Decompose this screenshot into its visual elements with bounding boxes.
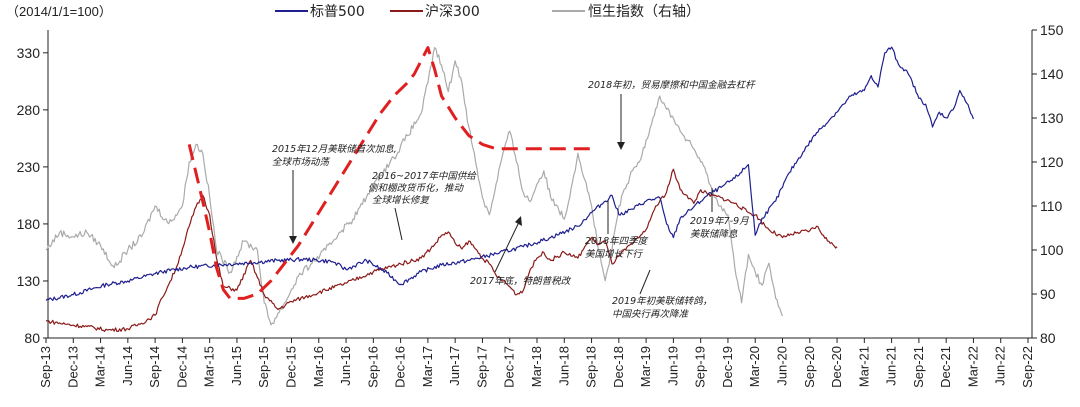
x-tick-label: Dec-16 [393, 346, 408, 388]
right-tick-label: 130 [1040, 110, 1064, 126]
x-tick-label: Sep-15 [256, 346, 271, 388]
x-tick-label: Sep-20 [802, 346, 817, 388]
annotation-2018a-line1: 2018年初，贸易摩擦和中国金融去杠杆 [588, 79, 756, 91]
x-tick-label: Jun-19 [665, 346, 680, 386]
x-tick-label: Sep-16 [365, 346, 380, 388]
left-tick-label: 180 [17, 216, 41, 232]
x-tick-label: Mar-18 [529, 346, 544, 387]
right-tick-label: 150 [1040, 22, 1064, 38]
x-tick-label: Jun-20 [775, 346, 790, 386]
annotation-2018b-line1: 2018年四季度 [585, 235, 649, 247]
right-tick-label: 100 [1040, 242, 1064, 258]
right-tick-label: 140 [1040, 66, 1064, 82]
x-tick-label: Dec-20 [829, 346, 844, 388]
legend: 标普500 沪深300 恒生指数（右轴） [275, 4, 700, 20]
x-tick-label: Dec-13 [65, 346, 80, 388]
annotation-2018a-arrowhead [617, 142, 625, 150]
x-tick-label: Sep-18 [584, 346, 599, 388]
annotation-2016-line3: 全球增长修复 [372, 194, 431, 206]
x-tick-label: Sep-17 [474, 346, 489, 388]
x-tick-label: Mar-14 [93, 346, 108, 387]
annotation-2019a-arrow [639, 269, 651, 295]
series-layer [45, 46, 974, 332]
annotation-2019b-line1: 2019年7-9月 [690, 215, 749, 227]
x-tick-label: Jun-14 [120, 346, 135, 386]
annotation-2018-q4: 2018年四季度 美国增长下行 [585, 200, 649, 260]
annotation-2017-arrow [494, 219, 521, 273]
x-tick-label: Dec-21 [938, 346, 953, 388]
x-tick-label: Jun-16 [338, 346, 353, 386]
series-line-2 [45, 47, 784, 326]
annotation-2016-line2: 侧和棚改货币化，推动 [368, 182, 465, 194]
x-tick-label: Sep-22 [1020, 346, 1035, 388]
legend-label-csi300: 沪深300 [425, 4, 480, 20]
x-tick-label: Jun-17 [447, 346, 462, 386]
x-tick-label: Dec-14 [174, 346, 189, 388]
annotations: 2015年12月美联储首次加息, 全球市场动荡 2016~2017年中国供给 侧… [272, 79, 756, 320]
right-tick-label: 80 [1040, 330, 1056, 346]
left-tick-label: 280 [17, 102, 41, 118]
trend-layer [187, 46, 592, 300]
annotation-2019-fed-dovish: 2019年初美联储转鸽， 中国央行再次降准 [612, 269, 712, 320]
x-tick-label: Jun-22 [993, 346, 1008, 386]
series-line-1 [45, 168, 838, 332]
legend-label-hsi: 恒生指数（右轴） [588, 4, 700, 20]
x-tick-label: Jun-18 [556, 346, 571, 386]
x-tick-label: Mar-22 [965, 346, 980, 387]
left-tick-label: 80 [24, 330, 40, 346]
annotation-2019-fed-cut: 2019年7-9月 美联储降息 [690, 188, 749, 240]
x-tick-label: Mar-16 [311, 346, 326, 387]
x-tick-label: Dec-18 [611, 346, 626, 388]
right-tick-label: 110 [1040, 198, 1063, 214]
x-tick-label: Sep-19 [693, 346, 708, 388]
right-tick-label: 120 [1040, 154, 1064, 170]
x-tick-label: Mar-20 [747, 346, 762, 387]
chart-note: （2014/1/1=100） [6, 4, 112, 19]
annotation-2015-rate-hike: 2015年12月美联储首次加息, 全球市场动荡 [272, 143, 397, 244]
x-tick-label: Sep-13 [38, 346, 53, 388]
annotation-2017-tax-reform: 2017年底，特朗普税改 [470, 216, 572, 287]
annotation-2019a-line2: 中国央行再次降准 [612, 309, 690, 320]
annotation-2019b-line2: 美联储降息 [690, 228, 738, 240]
annotation-2019a-line1: 2019年初美联储转鸽， [612, 295, 712, 307]
annotation-2015-line1: 2015年12月美联储首次加息, [272, 143, 397, 155]
x-tick-label: Sep-21 [911, 346, 926, 388]
legend-label-sp500: 标普500 [310, 4, 365, 20]
x-tick-label: Jun-15 [229, 346, 244, 386]
x-tick-label: Mar-15 [202, 346, 217, 387]
annotation-2018b-line2: 美国增长下行 [585, 248, 644, 260]
left-tick-label: 130 [17, 273, 41, 289]
plot-frame [47, 30, 1033, 339]
x-tick-label: Mar-19 [638, 346, 653, 387]
annotation-2015-arrowhead [289, 236, 297, 244]
annotation-2018-trade-friction: 2018年初，贸易摩擦和中国金融去杠杆 [588, 79, 756, 150]
annotation-2015-line2: 全球市场动荡 [272, 156, 331, 168]
x-axis-ticks: Sep-13 Dec-13 Mar-14 Jun-14 Sep-14 Dec-14 Mar-… [38, 338, 1035, 388]
x-tick-label: Dec-19 [720, 346, 735, 388]
series-line-0 [45, 46, 974, 301]
x-tick-label: Mar-21 [856, 346, 871, 387]
left-tick-label: 230 [17, 159, 41, 175]
right-tick-label: 90 [1040, 286, 1056, 302]
left-axis-ticks: 80 130 180 230 280 330 [17, 45, 48, 346]
annotation-2017-line1: 2017年底，特朗普税改 [470, 275, 572, 287]
x-tick-label: Dec-17 [502, 346, 517, 388]
x-tick-label: Jun-21 [884, 346, 899, 386]
annotation-2016-arrow [394, 207, 403, 241]
x-tick-label: Mar-17 [420, 346, 435, 387]
annotation-2016-line1: 2016~2017年中国供给 [372, 170, 477, 182]
x-tick-label: Dec-15 [284, 346, 299, 388]
x-tick-label: Sep-14 [147, 346, 162, 388]
right-axis-ticks: 80 90 100 110 120 130 140 150 [1032, 22, 1064, 346]
left-tick-label: 330 [17, 45, 41, 61]
annotation-2017-arrowhead [515, 216, 522, 226]
trend-dashed-line [187, 46, 592, 300]
annotation-2016-supply-side: 2016~2017年中国供给 侧和棚改货币化，推动 全球增长修复 [368, 170, 477, 241]
